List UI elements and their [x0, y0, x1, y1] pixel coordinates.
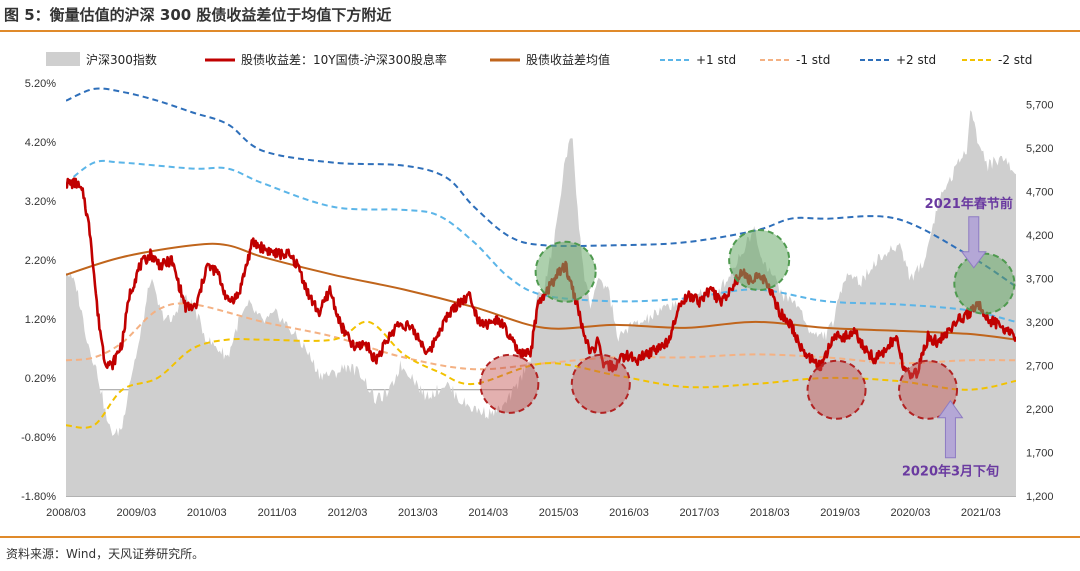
y-left-tick-label: 0.20%	[25, 373, 56, 385]
top-rule	[0, 30, 1080, 32]
y-right-tick-label: 3,200	[1026, 317, 1054, 329]
y-right-tick-label: 2,700	[1026, 361, 1054, 373]
y-left-tick-label: 2.20%	[25, 255, 56, 267]
x-tick-label: 2019/03	[820, 507, 860, 519]
legend-label-mean: 股债收益差均值	[526, 52, 610, 67]
mean-line	[66, 242, 1016, 341]
minus1-std-line	[66, 302, 1016, 371]
legend-label-spread: 股债收益差：10Y国债-沪深300股息率	[241, 52, 447, 67]
high-valuation-marker	[728, 229, 791, 291]
y-right-tick-label: 4,700	[1026, 187, 1054, 199]
chart-legend: 沪深300指数 股债收益差：10Y国债-沪深300股息率 股债收益差均值 +1 std…	[46, 52, 1032, 67]
y-right-tick-label: 1,200	[1026, 491, 1054, 503]
plus1-std-line	[66, 159, 1016, 323]
x-tick-label: 2020/03	[891, 507, 931, 519]
low-valuation-marker	[806, 359, 867, 420]
y-right-tick-label: 5,200	[1026, 143, 1054, 155]
x-axis-ticks: 2008/03 2009/03 2010/03 2011/03 2012/03 2013/…	[46, 495, 1016, 519]
y-left-tick-label: 3.20%	[25, 196, 56, 208]
y-right-tick-label: 4,200	[1026, 230, 1054, 242]
y-left-tick-label: 1.20%	[25, 314, 56, 326]
legend-label-plus2: +2 std	[896, 53, 936, 67]
annotation-arrow-up	[937, 399, 964, 459]
minus2-std-line	[66, 320, 1016, 429]
x-tick-label: 2010/03	[187, 507, 227, 519]
figure-title: 图 5：衡量估值的沪深 300 股债收益差位于均值下方附近	[4, 6, 392, 24]
x-tick-label: 2016/03	[609, 507, 649, 519]
x-tick-label: 2013/03	[398, 507, 438, 519]
x-tick-label: 2014/03	[468, 507, 508, 519]
x-tick-label: 2017/03	[679, 507, 719, 519]
legend-label-minus1: -1 std	[796, 53, 830, 67]
y-right-tick-label: 3,700	[1026, 274, 1054, 286]
annotation-march-2020: 2020年3月下旬	[902, 464, 999, 480]
low-valuation-marker	[479, 353, 540, 414]
right-axis-ticks: 5,700 5,200 4,700 4,200 3,700 3,200 2,700 2,200…	[1026, 100, 1054, 503]
annotation-arrow-down	[960, 216, 987, 269]
y-left-tick-label: 5.20%	[25, 78, 56, 90]
y-left-tick-label: -1.80%	[21, 491, 56, 503]
legend-swatch-index	[46, 52, 80, 66]
y-right-tick-label: 1,700	[1026, 448, 1054, 460]
y-left-tick-label: 4.20%	[25, 137, 56, 149]
spread-line	[66, 177, 1016, 380]
high-valuation-marker	[953, 252, 1016, 315]
left-axis-ticks: 5.20% 4.20% 3.20% 2.20% 1.20% 0.20% -0.80% -1.8…	[21, 78, 56, 503]
x-tick-label: 2008/03	[46, 507, 86, 519]
x-tick-label: 2021/03	[961, 507, 1001, 519]
source-note: 资料来源：Wind，天风证券研究所。	[6, 547, 205, 561]
y-right-tick-label: 2,200	[1026, 404, 1054, 416]
y-right-tick-label: 5,700	[1026, 100, 1054, 112]
legend-label-index: 沪深300指数	[86, 52, 157, 67]
x-tick-label: 2018/03	[750, 507, 790, 519]
x-tick-label: 2015/03	[539, 507, 579, 519]
low-valuation-marker	[898, 359, 959, 420]
legend-label-minus2: -2 std	[998, 53, 1032, 67]
x-tick-label: 2011/03	[258, 507, 297, 519]
legend-label-plus1: +1 std	[696, 53, 736, 67]
high-valuation-marker	[534, 240, 597, 303]
annotation-spring-festival: 2021年春节前	[925, 196, 1013, 212]
x-tick-label: 2009/03	[116, 507, 156, 519]
plus2-std-line	[66, 87, 1016, 288]
x-tick-label: 2012/03	[328, 507, 368, 519]
bottom-rule	[0, 536, 1080, 538]
y-left-tick-label: -0.80%	[21, 432, 56, 444]
low-valuation-marker	[570, 353, 631, 414]
